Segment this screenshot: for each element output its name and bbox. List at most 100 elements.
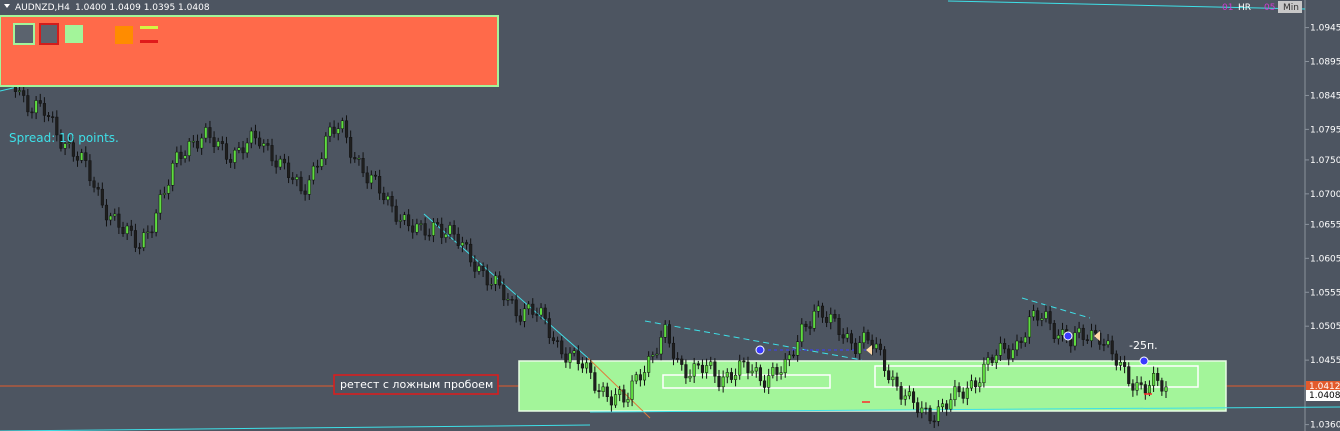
candle[interactable] — [907, 385, 911, 400]
candle[interactable] — [51, 111, 55, 123]
candle[interactable] — [957, 382, 961, 398]
candle[interactable] — [502, 278, 506, 307]
candle[interactable] — [717, 369, 721, 392]
candle[interactable] — [936, 400, 940, 427]
candle[interactable] — [1015, 334, 1019, 357]
candle[interactable] — [493, 271, 498, 292]
candle[interactable] — [738, 354, 742, 380]
candle[interactable] — [444, 227, 448, 243]
candle[interactable] — [940, 398, 945, 413]
candle[interactable] — [195, 134, 200, 152]
candle[interactable] — [642, 365, 647, 386]
candle[interactable] — [638, 368, 642, 387]
candle[interactable] — [55, 110, 59, 142]
candle[interactable] — [1032, 304, 1036, 321]
panel-button-1[interactable] — [13, 23, 35, 45]
candle[interactable] — [344, 115, 349, 144]
candle[interactable] — [564, 347, 568, 368]
candle[interactable] — [407, 209, 411, 232]
candle[interactable] — [994, 349, 998, 370]
candle[interactable] — [382, 186, 386, 205]
candle[interactable] — [46, 111, 51, 122]
candle[interactable] — [241, 141, 245, 160]
candle[interactable] — [431, 218, 435, 243]
candle[interactable] — [171, 160, 175, 192]
candle[interactable] — [883, 346, 887, 377]
candle[interactable] — [133, 223, 137, 253]
candle[interactable] — [1143, 381, 1147, 400]
candle[interactable] — [332, 120, 336, 138]
candle[interactable] — [237, 142, 241, 154]
candle[interactable] — [307, 175, 311, 200]
candle[interactable] — [961, 387, 965, 404]
candle[interactable] — [1003, 338, 1007, 354]
candle[interactable] — [891, 370, 895, 387]
candle[interactable] — [729, 367, 733, 384]
candle[interactable] — [887, 364, 891, 384]
candle[interactable] — [398, 214, 402, 229]
candle[interactable] — [282, 153, 286, 170]
candle[interactable] — [22, 84, 26, 103]
candle[interactable] — [924, 402, 928, 415]
candle[interactable] — [903, 389, 907, 406]
candle[interactable] — [982, 357, 986, 388]
candle[interactable] — [705, 358, 709, 379]
candle[interactable] — [605, 382, 609, 402]
candle[interactable] — [754, 362, 758, 378]
candle[interactable] — [125, 222, 129, 241]
candle[interactable] — [854, 338, 858, 358]
candle[interactable] — [419, 220, 423, 231]
candle[interactable] — [667, 320, 671, 348]
candle[interactable] — [224, 136, 229, 165]
candle[interactable] — [1048, 306, 1052, 331]
candle[interactable] — [597, 383, 601, 399]
candle[interactable] — [518, 309, 522, 326]
candle[interactable] — [477, 261, 481, 275]
candle[interactable] — [969, 374, 974, 392]
candle[interactable] — [249, 127, 253, 149]
candle[interactable] — [601, 382, 605, 397]
candle[interactable] — [589, 359, 593, 380]
support-zone[interactable] — [518, 360, 1227, 412]
candle[interactable] — [158, 189, 162, 220]
candle[interactable] — [121, 221, 125, 237]
candle[interactable] — [816, 300, 820, 318]
candle[interactable] — [448, 221, 452, 240]
candle[interactable] — [187, 137, 191, 162]
candle[interactable] — [696, 360, 700, 370]
candle[interactable] — [452, 220, 456, 241]
candle[interactable] — [746, 356, 750, 380]
panel-button-2[interactable] — [39, 23, 59, 45]
candle[interactable] — [829, 307, 833, 330]
candle[interactable] — [464, 239, 469, 250]
candle[interactable] — [779, 366, 783, 380]
candle[interactable] — [928, 405, 932, 424]
candle[interactable] — [916, 397, 920, 418]
tf-min-label[interactable]: Min — [1283, 3, 1299, 13]
candle[interactable] — [1089, 323, 1094, 348]
candle[interactable] — [59, 129, 63, 152]
candle[interactable] — [721, 370, 725, 393]
annotation-label[interactable]: ретест с ложным пробоем — [333, 374, 499, 395]
candle[interactable] — [1027, 310, 1031, 344]
candle[interactable] — [183, 150, 187, 163]
candle[interactable] — [895, 372, 899, 391]
candle[interactable] — [734, 368, 738, 387]
candle[interactable] — [378, 169, 382, 200]
candle[interactable] — [791, 350, 796, 359]
tf-min-button[interactable] — [1278, 1, 1302, 13]
candle[interactable] — [92, 176, 96, 193]
candle[interactable] — [1085, 334, 1089, 344]
candle[interactable] — [1073, 326, 1077, 351]
candle[interactable] — [535, 307, 539, 322]
candle[interactable] — [1152, 366, 1156, 392]
candle[interactable] — [700, 359, 705, 379]
candle[interactable] — [456, 227, 460, 249]
candle[interactable] — [849, 329, 854, 350]
candle[interactable] — [1081, 324, 1085, 346]
candle[interactable] — [1139, 376, 1143, 390]
candle[interactable] — [71, 135, 75, 162]
candle[interactable] — [522, 303, 527, 328]
candle[interactable] — [990, 354, 994, 366]
